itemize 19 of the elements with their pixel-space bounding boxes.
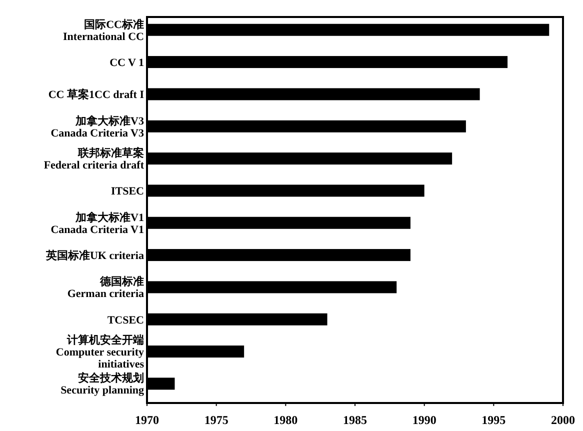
y-tick-label: CC V 1 [110,57,144,70]
y-tick-label: CC 草案1CC draft I [48,88,144,102]
x-tick-label: 2000 [551,413,575,427]
y-tick-label: 加拿大标准V3 Canada Criteria V3 [50,114,144,140]
x-tick-label: 1985 [343,413,367,427]
y-tick-label: 联邦标准草案 Federal criteria draft [44,146,144,172]
y-tick-label: 计算机安全开端 Computer security initiatives [56,334,145,371]
x-tick-label: 1995 [482,413,506,427]
y-tick-label: TCSEC [107,314,144,326]
x-tick-label: 1970 [135,413,159,427]
y-tick-label: 安全技术规划 Security planning [60,372,144,397]
x-tick-label: 1990 [412,413,436,427]
x-tick-label: 1980 [274,413,298,427]
y-tick-label: 英国标准UK criteria [44,249,144,262]
y-tick-label: ITSEC [110,186,144,198]
x-tick-label: 1975 [204,413,228,427]
y-tick-label: 德国标准 German criteria [67,275,144,300]
y-tick-label: 加拿大标准V1 Canada Criteria V1 [50,210,144,236]
y-tick-label: 国际CC标准 International CC [63,18,144,43]
